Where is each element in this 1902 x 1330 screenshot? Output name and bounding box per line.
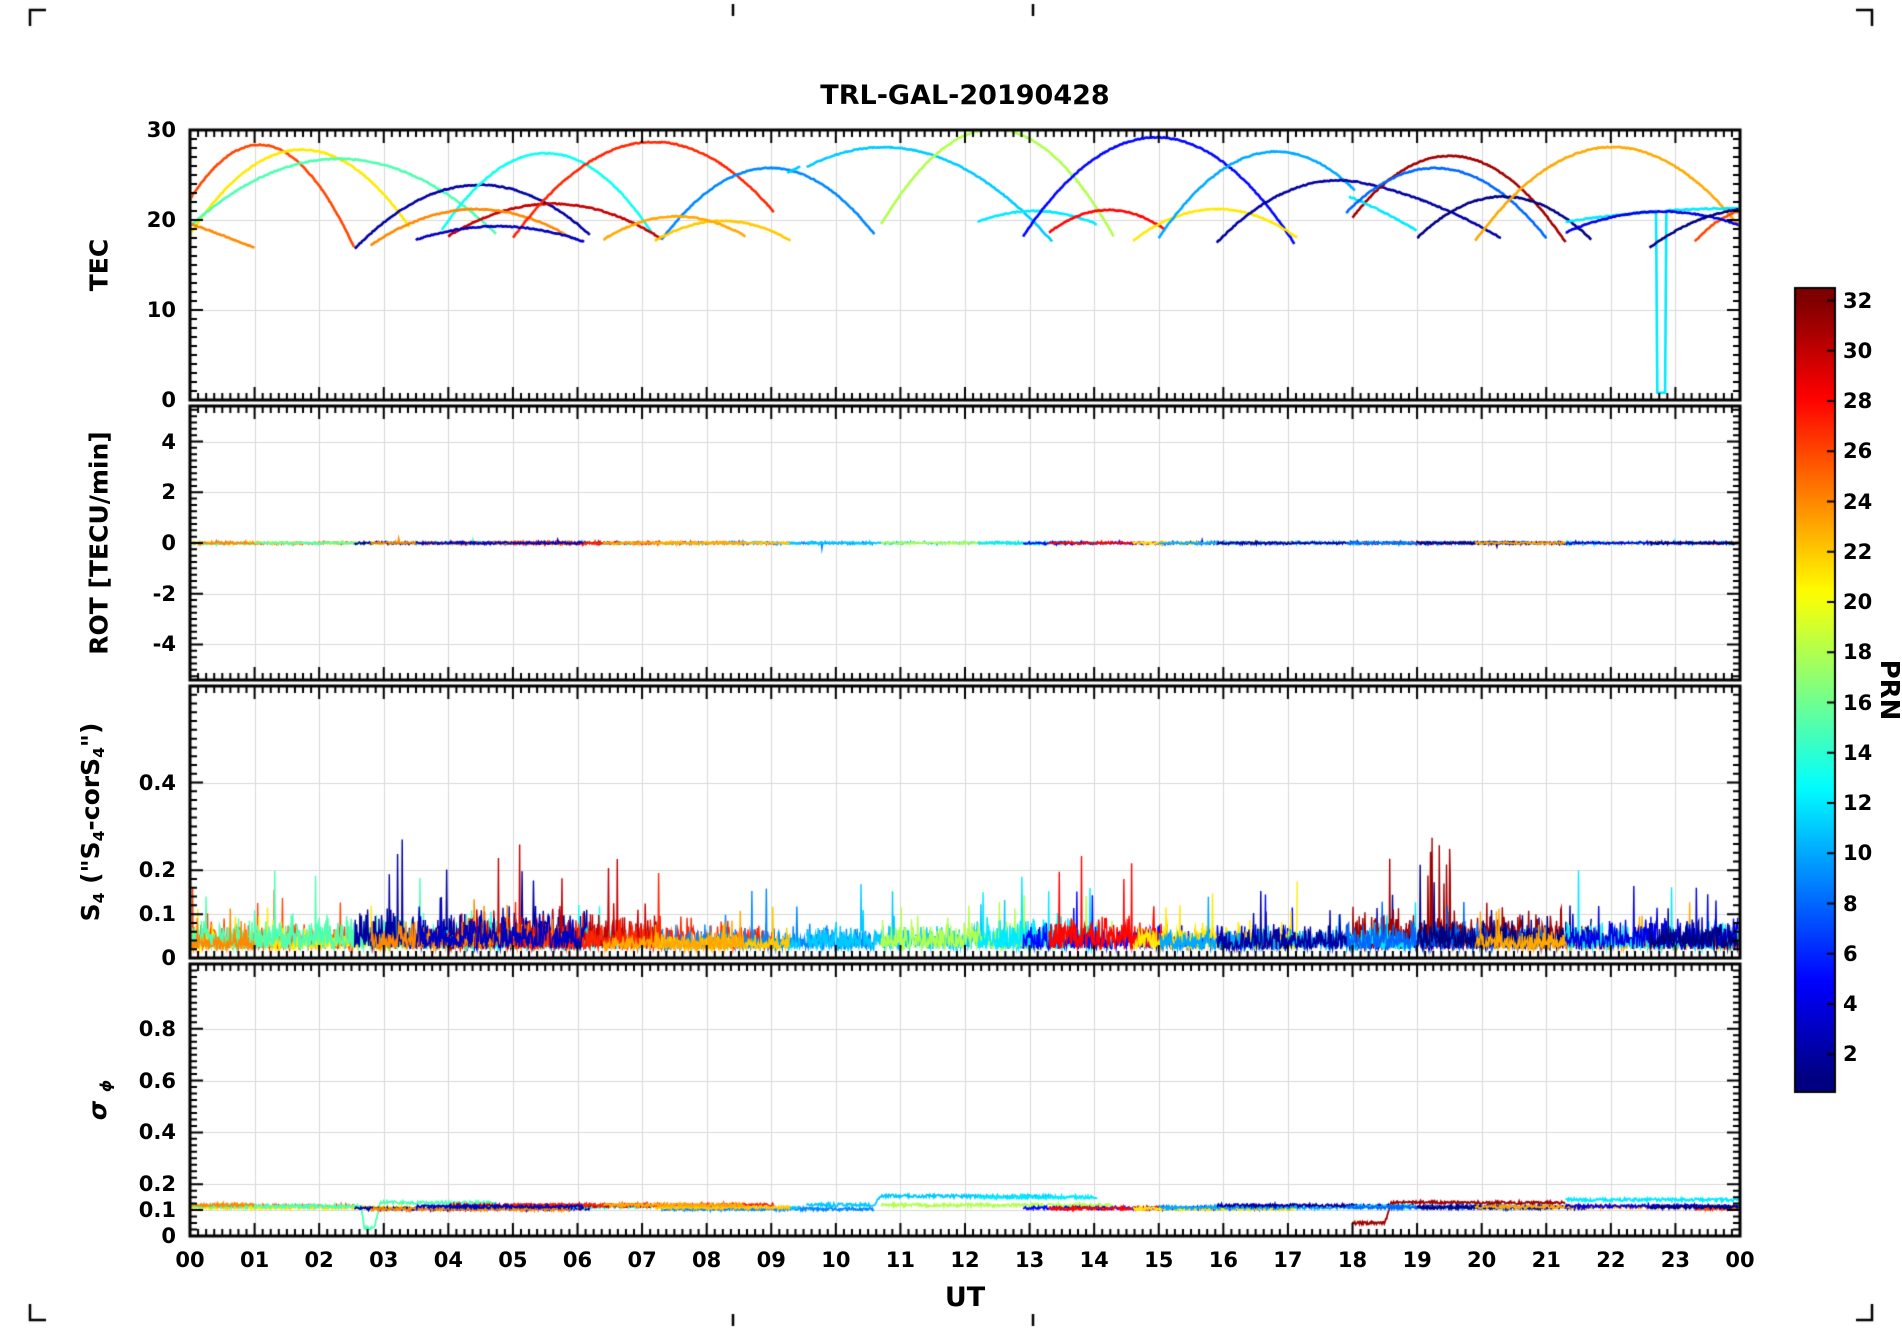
figure: TRL-GAL-20190428 UT TEC ROT [TECU/min] S… — [0, 0, 1902, 1330]
chart-canvas — [0, 0, 1902, 1330]
